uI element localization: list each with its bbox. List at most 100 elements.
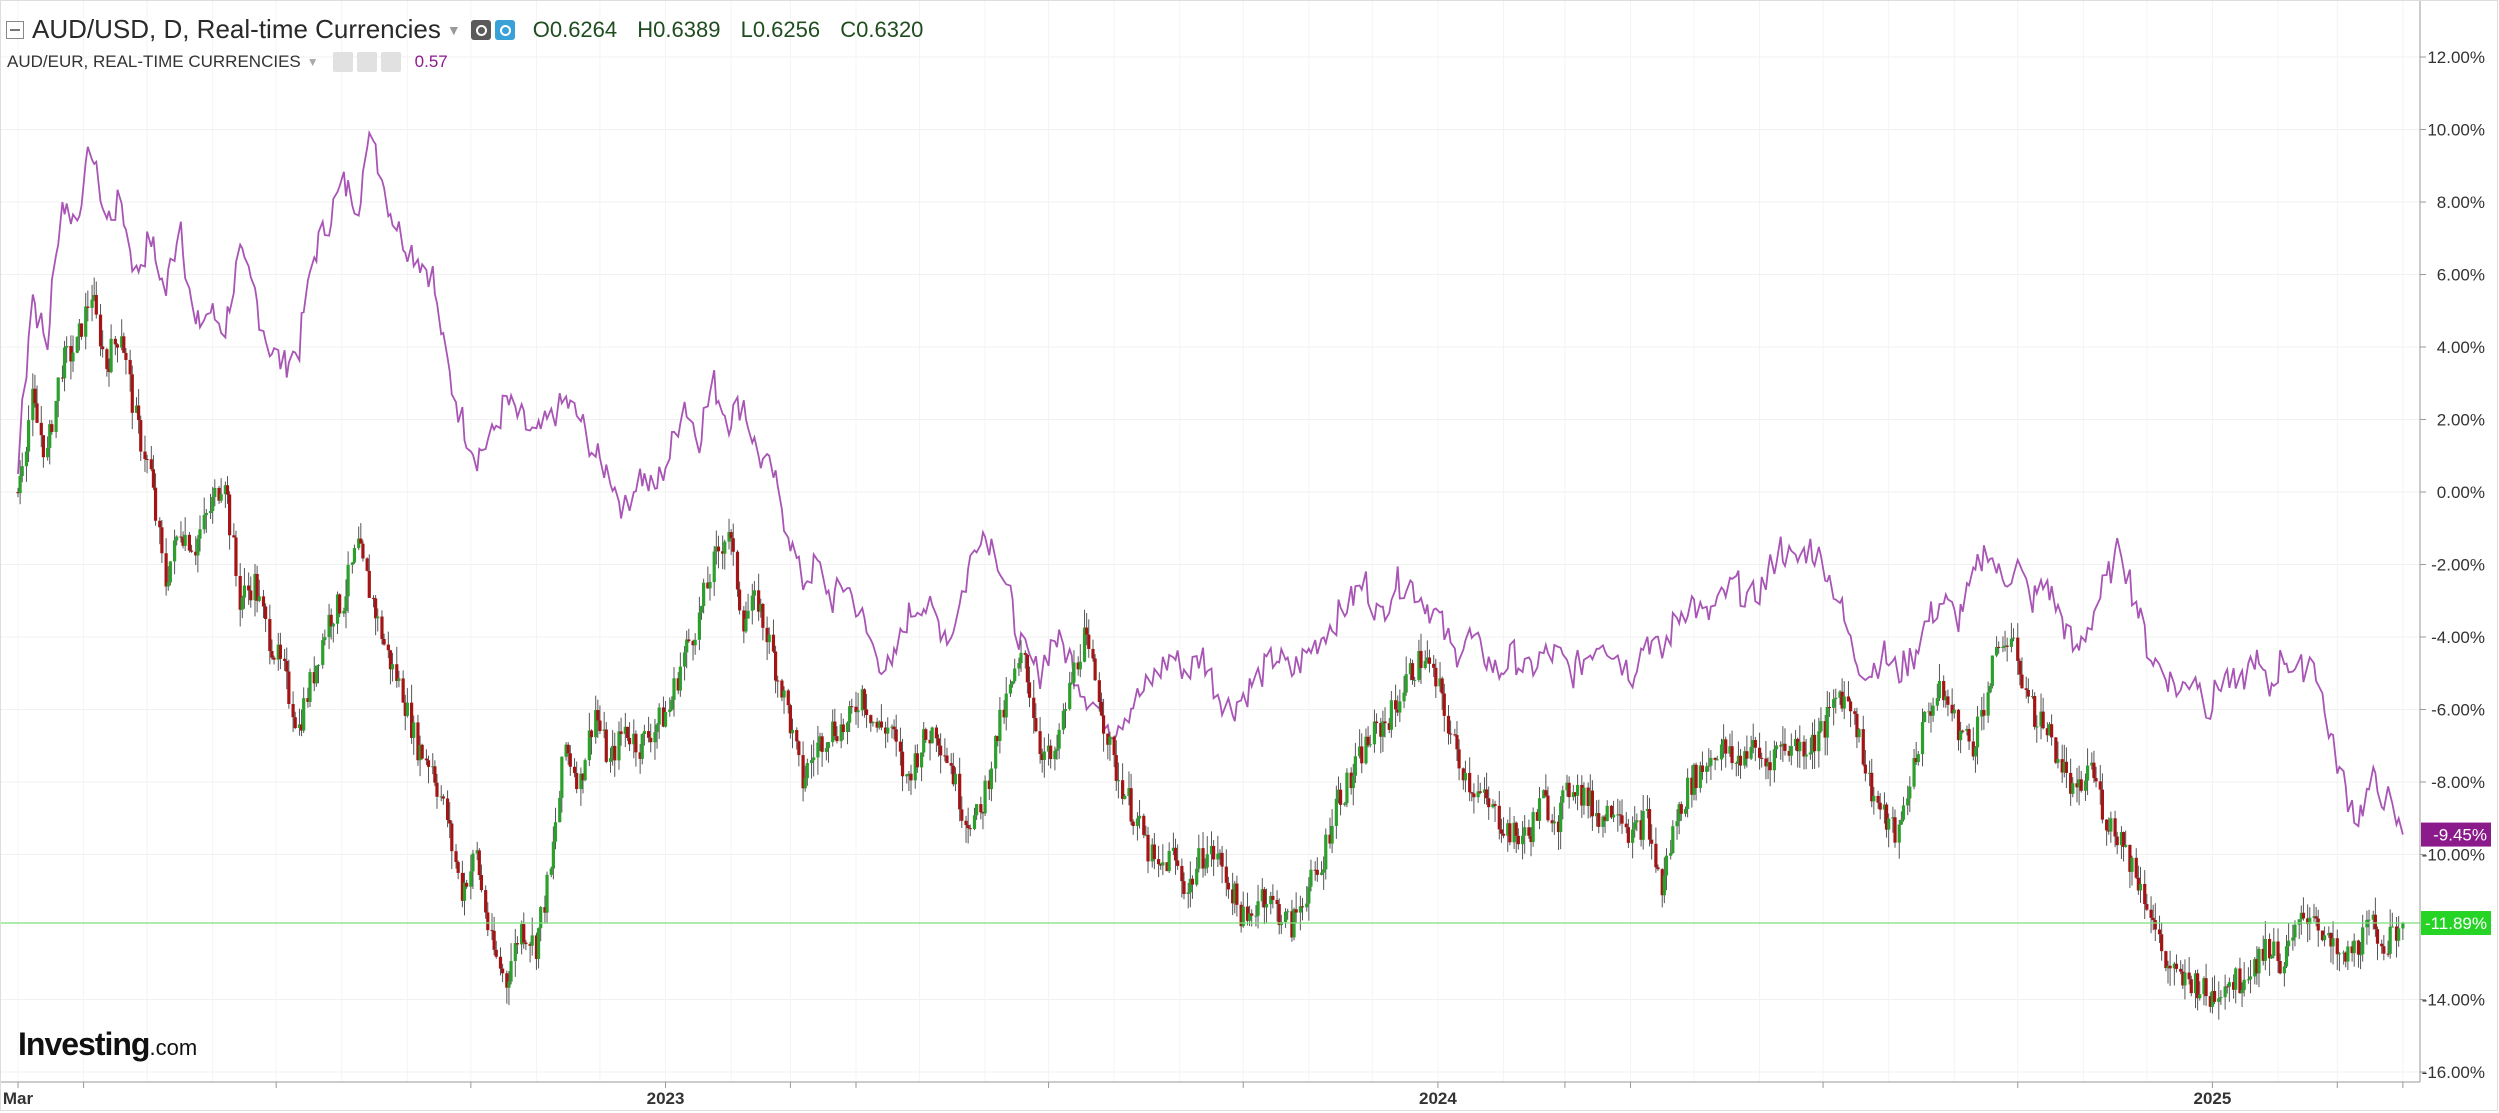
candle-body (2356, 940, 2361, 955)
candle-body (2246, 979, 2251, 981)
candle-body (1715, 759, 1719, 761)
candle-body (587, 730, 591, 761)
candle-body (625, 726, 630, 738)
candle-body (594, 710, 598, 738)
candle-body (676, 678, 680, 691)
main-legend: AUD/USD, D, Real-time Currencies ▼ O0.62… (6, 14, 937, 45)
candle-body (797, 741, 801, 756)
candle-body (1923, 711, 1927, 723)
candle-body (1082, 627, 1087, 662)
chevron-down-icon[interactable]: ▼ (306, 55, 319, 69)
candle-body (1449, 733, 1453, 735)
candle-body (365, 558, 369, 571)
visibility-icon[interactable] (332, 52, 353, 72)
gear-icon[interactable] (494, 19, 515, 40)
candle-body (445, 798, 450, 821)
candle-body (1330, 825, 1334, 844)
visibility-icon[interactable] (470, 19, 491, 40)
candle-body (1975, 716, 1980, 748)
candle-body (183, 534, 187, 546)
chevron-down-icon[interactable]: ▼ (446, 21, 461, 38)
candle-body (232, 535, 236, 538)
candle-body (2166, 965, 2170, 969)
candle-body (801, 755, 805, 789)
main-series-title[interactable]: AUD/USD, D, Real-time Currencies (32, 14, 441, 44)
candle-body (1025, 654, 1029, 683)
candle-body (1264, 904, 1269, 908)
candle-body (1180, 865, 1184, 882)
candle-body (1108, 736, 1112, 745)
candle-body (1068, 682, 1072, 709)
candle-body (1220, 852, 1224, 867)
candle-body (699, 606, 704, 613)
candle-body (987, 780, 991, 790)
candle-body (2278, 961, 2282, 974)
candle-body (1531, 812, 1535, 843)
candle-body (1654, 843, 1658, 868)
collapse-icon[interactable] (6, 20, 24, 39)
compare-series-title[interactable]: AUD/EUR, REAL-TIME CURRENCIES (7, 52, 301, 71)
candle-body (528, 944, 532, 946)
candle-body (1700, 765, 1705, 772)
candle-body (1027, 682, 1032, 698)
candle-body (1857, 729, 1861, 738)
candle-body (270, 651, 274, 658)
candle-body (168, 561, 172, 583)
candle-body (752, 590, 757, 596)
candle-body (812, 757, 816, 761)
candle-body (357, 538, 361, 549)
candle-body (647, 731, 651, 738)
candle-body (869, 715, 873, 724)
candle-body (1097, 680, 1101, 702)
candle-body (928, 739, 932, 744)
candle-body (790, 730, 795, 734)
candle-body (1686, 777, 1690, 810)
candle-body (727, 532, 731, 542)
candle-body (936, 738, 941, 746)
candle-body (613, 745, 617, 761)
candle-body (1425, 657, 1429, 661)
candle-body (219, 494, 223, 501)
candle-body (1484, 789, 1489, 799)
close-icon[interactable] (380, 52, 401, 72)
candle-body (1497, 805, 1501, 830)
candle-body (1374, 721, 1379, 724)
candle-body (2069, 772, 2073, 794)
candle-body (1965, 728, 1969, 732)
candle-body (672, 678, 676, 700)
candle-body (2160, 934, 2164, 952)
candle-body (640, 734, 644, 759)
candle-body (1912, 758, 1916, 787)
candle-body (634, 733, 638, 753)
candle-body (2380, 943, 2384, 947)
candle-body (1832, 699, 1836, 708)
candle-body (299, 724, 304, 731)
candle-body (864, 709, 869, 716)
candle-body (2151, 917, 2155, 921)
candle-body (361, 543, 365, 559)
candle-body (839, 724, 843, 742)
y-tick-label: -2.00% (2431, 556, 2485, 575)
candle-body (1004, 693, 1008, 718)
candle-body (892, 726, 896, 730)
gear-icon[interactable] (356, 52, 377, 72)
candle-body (2083, 780, 2088, 791)
candle-body (1468, 772, 1472, 793)
candle-body (1256, 901, 1260, 916)
candle-body (2314, 916, 2318, 919)
candle-body (1838, 691, 1842, 698)
candle-body (2267, 938, 2272, 959)
candle-body (1787, 750, 1791, 756)
candle-body (826, 742, 831, 749)
candle-body (465, 882, 469, 887)
candle-body (1605, 805, 1609, 821)
candle-body (291, 704, 295, 718)
candle-body (196, 538, 200, 556)
candle-body (1772, 749, 1776, 771)
candle-body (1749, 746, 1753, 759)
candle-body (1055, 748, 1059, 751)
candle-body (1203, 867, 1207, 869)
candle-body (1396, 709, 1400, 713)
